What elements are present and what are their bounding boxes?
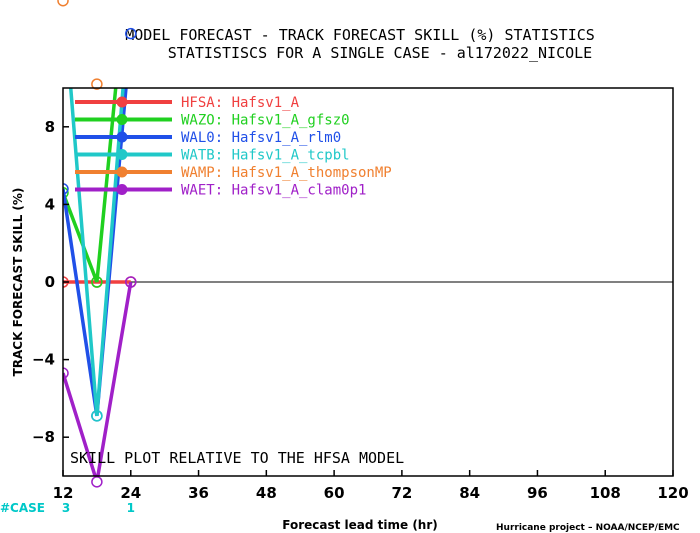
x-tick-label: 60 [324, 484, 345, 502]
y-tick-label: 4 [45, 195, 55, 213]
chart-subtitle: STATISTISCS FOR A SINGLE CASE - al172022… [168, 44, 592, 62]
x-tick-label: 48 [256, 484, 277, 502]
legend-marker-watb [116, 149, 128, 160]
x-tick-label: 120 [657, 484, 688, 502]
y-axis-label: TRACK FORECAST SKILL (%) [11, 188, 25, 377]
legend-marker-wazo [116, 114, 128, 125]
series-point-waet [91, 476, 103, 488]
case-count: 1 [127, 501, 135, 515]
legend-label-wal0: WAL0: Hafsv1_A_rlm0 [181, 130, 341, 146]
x-tick-label: 36 [188, 484, 209, 502]
x-tick-label: 24 [120, 484, 141, 502]
x-tick-label: 96 [527, 484, 548, 502]
legend-label-watb: WATB: Hafsv1_A_tcpbl [181, 148, 350, 164]
legend-marker-wal0 [116, 131, 128, 143]
series-line-wal0 [63, 88, 128, 417]
series-point-watb [91, 410, 103, 422]
series-point-wamp [91, 78, 103, 90]
series-point-waet [63, 367, 69, 379]
legend-label-wazo: WAZO: Hafsv1_A_gfsz0 [181, 113, 350, 129]
x-tick-label: 72 [391, 484, 412, 502]
legend-label-waet: WAET: Hafsv1_A_clam0p1 [181, 183, 366, 199]
case-label: #CASE [0, 501, 45, 515]
series-point-wamp [57, 0, 69, 7]
series-point-wazo [63, 187, 69, 199]
credit-text: Hurricane project – NOAA/NCEP/EMC [496, 523, 680, 533]
legend-marker-wamp [116, 166, 128, 178]
skill-note: SKILL PLOT RELATIVE TO THE HFSA MODEL [70, 449, 404, 467]
legend-marker-waet [116, 184, 128, 195]
legend-label-wamp: WAMP: Hafsv1_A_thompsonMP [181, 165, 392, 181]
series-point-wazo [91, 276, 103, 288]
legend-marker-hfsa [116, 96, 128, 108]
series-line-wazo [63, 88, 118, 283]
y-tick-label: 0 [45, 273, 55, 291]
x-tick-label: 108 [590, 484, 621, 502]
x-tick-label: 84 [459, 484, 480, 502]
series-point-wal0 [125, 27, 137, 40]
series-line-waet [63, 281, 133, 476]
y-tick-label: 8 [45, 118, 55, 136]
series-line-wamp [96, 88, 98, 90]
chart-title: MODEL FORECAST - TRACK FORECAST SKILL (%… [125, 26, 595, 44]
series-point-waet [125, 276, 137, 288]
case-count: 3 [62, 501, 70, 515]
x-axis-label: Forecast lead time (hr) [282, 518, 438, 532]
legend-label-hfsa: HFSA: Hafsv1_A [181, 95, 300, 111]
y-tick-label: −8 [32, 428, 55, 446]
x-tick-label: 12 [53, 484, 74, 502]
series-line-watb [68, 88, 125, 416]
series-point-wal0 [63, 183, 69, 195]
y-tick-label: −4 [32, 351, 55, 369]
